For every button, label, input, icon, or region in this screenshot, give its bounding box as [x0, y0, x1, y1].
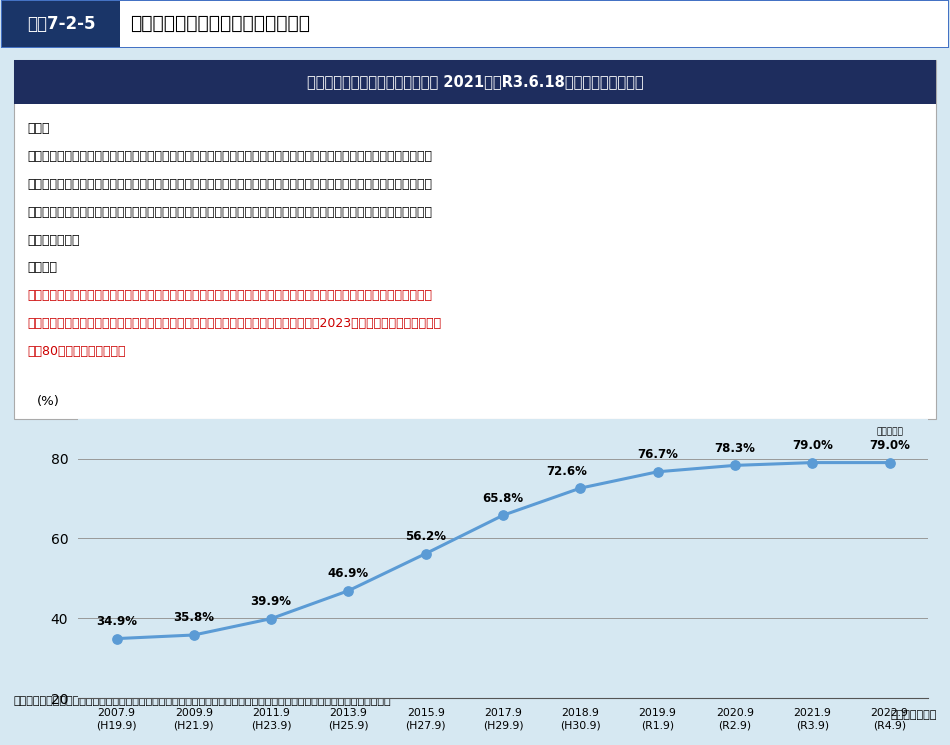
Text: 56.2%: 56.2%: [406, 530, 446, 543]
Point: [109, 633, 124, 644]
Bar: [120, 1, 948, 47]
Text: 78.3%: 78.3%: [714, 442, 755, 454]
Text: 後発医薬品の品質及び安定供給の信頼性の確保、新目標（脚注）についての検証、保険者の適正化の取組にも資する医: 後発医薬品の品質及び安定供給の信頼性の確保、新目標（脚注）についての検証、保険者…: [28, 150, 432, 162]
Point: [805, 457, 820, 469]
Point: [573, 482, 588, 494]
Text: 72.6%: 72.6%: [546, 465, 587, 478]
Text: （略）: （略）: [28, 121, 50, 135]
Text: 79.0%: 79.0%: [791, 439, 832, 452]
Text: (%): (%): [37, 395, 60, 408]
Text: 65.8%: 65.8%: [483, 492, 523, 504]
Point: [341, 585, 356, 597]
Text: 46.9%: 46.9%: [328, 567, 369, 580]
Text: 34.9%: 34.9%: [96, 615, 137, 628]
Text: 設定の検討、新目標との関係を踏まえた後発医薬品調剤体制加算等の見直しの検討、フォーミュラリの活用等、更なる使: 設定の検討、新目標との関係を踏まえた後発医薬品調剤体制加算等の見直しの検討、フォ…: [28, 206, 432, 218]
Text: 市場流通品の品質確認検査などの取組を進めるとともに、後発医薬品の数量シェアを、2023年度末までに全ての都道府: 市場流通品の品質確認検査などの取組を進めるとともに、後発医薬品の数量シェアを、2…: [28, 317, 442, 331]
Text: 35.8%: 35.8%: [173, 612, 215, 624]
Point: [882, 457, 897, 469]
Point: [728, 460, 743, 472]
Bar: [2, 1, 120, 47]
Text: 図表7-2-5: 図表7-2-5: [27, 15, 95, 33]
Bar: [13, 60, 937, 419]
Text: 厚生労働省調べ: 厚生労働省調べ: [890, 710, 937, 720]
Text: 後発医薬品の使用割合の目標と推移: 後発医薬品の使用割合の目標と推移: [130, 14, 310, 34]
Text: 療機関等の別の使用割合を含む実施状況の見える化を早期に実施し、バイオシミラーの医療費適正化効果を踏まえた目標: 療機関等の別の使用割合を含む実施状況の見える化を早期に実施し、バイオシミラーの医…: [28, 177, 432, 191]
Text: 注）「使用割合」とは、「後発医薬品のある先発医薬品」及び「後発医薬品」を分母とした「後発医薬品」の使用割合をいう。: 注）「使用割合」とは、「後発医薬品のある先発医薬品」及び「後発医薬品」を分母とし…: [13, 696, 391, 706]
Point: [418, 548, 433, 559]
Text: 「経済財政運営と改革の基本方針 2021」（R3.6.18閣議決定）　（抄）: 「経済財政運営と改革の基本方針 2021」（R3.6.18閣議決定） （抄）: [307, 74, 643, 89]
Text: 用促進を図る。: 用促進を図る。: [28, 233, 80, 247]
Text: 79.0%: 79.0%: [869, 439, 910, 452]
Text: 76.7%: 76.7%: [637, 448, 678, 461]
Point: [263, 612, 278, 624]
Text: 39.9%: 39.9%: [251, 595, 292, 608]
Text: 県で80％以上とする目標。: 県で80％以上とする目標。: [28, 346, 126, 358]
Text: （速報値）: （速報値）: [876, 428, 902, 437]
Point: [496, 510, 511, 522]
Bar: [13, 60, 937, 104]
Text: 後発医薬品の品質及び安定供給の信頼性の確保を柱とし、官民一体で、製造管理体制強化や製造所への監督の厳格化、: 後発医薬品の品質及び安定供給の信頼性の確保を柱とし、官民一体で、製造管理体制強化…: [28, 290, 432, 302]
Text: （脚注）: （脚注）: [28, 261, 58, 274]
Point: [650, 466, 665, 478]
Point: [186, 629, 201, 641]
